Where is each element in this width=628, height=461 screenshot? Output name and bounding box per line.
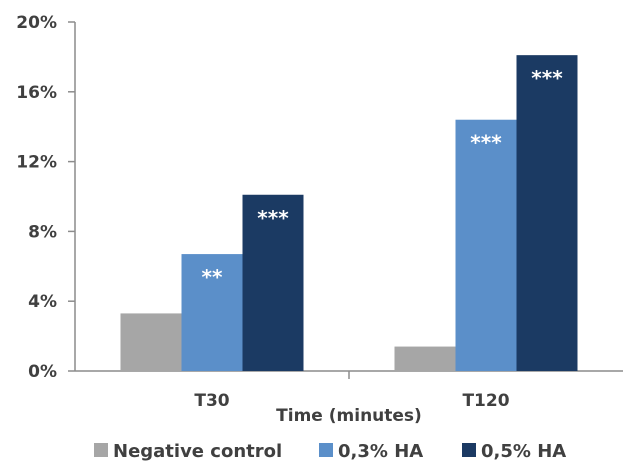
bar: [120, 313, 182, 371]
legend-swatch: [319, 443, 333, 457]
legend-label: 0,5% HA: [481, 441, 566, 461]
legend-swatch: [462, 443, 476, 457]
legend-label: 0,3% HA: [338, 441, 423, 461]
bar-significance-label: ***: [531, 66, 563, 90]
legend: Negative control 0,3% HA 0,5% HA: [94, 441, 566, 461]
y-tick-label: 0%: [28, 362, 57, 382]
bar: [516, 55, 578, 371]
x-tick-labels: T30 T120: [194, 371, 510, 411]
legend-label: Negative control: [113, 441, 282, 461]
y-tick-label: 20%: [16, 13, 57, 33]
y-tick-label: 12%: [16, 153, 57, 173]
bar: [394, 346, 456, 371]
legend-swatch: [94, 443, 108, 457]
y-tick-label: 4%: [28, 292, 57, 312]
bar-significance-label: ***: [470, 131, 502, 155]
bar: [455, 119, 517, 371]
x-axis-title: Time (minutes): [276, 406, 422, 426]
y-tick-label: 16%: [16, 83, 57, 103]
y-tick-label: 8%: [28, 222, 57, 242]
y-ticks: 0% 4% 8% 12% 16% 20%: [16, 13, 75, 382]
bar-significance-label: ***: [257, 206, 289, 230]
x-tick-label: T30: [194, 391, 229, 411]
x-tick-label: T120: [462, 391, 509, 411]
bar-significance-label: **: [202, 265, 223, 289]
bar: [242, 194, 304, 371]
bar: [181, 254, 243, 371]
bars: ***********: [120, 55, 578, 371]
